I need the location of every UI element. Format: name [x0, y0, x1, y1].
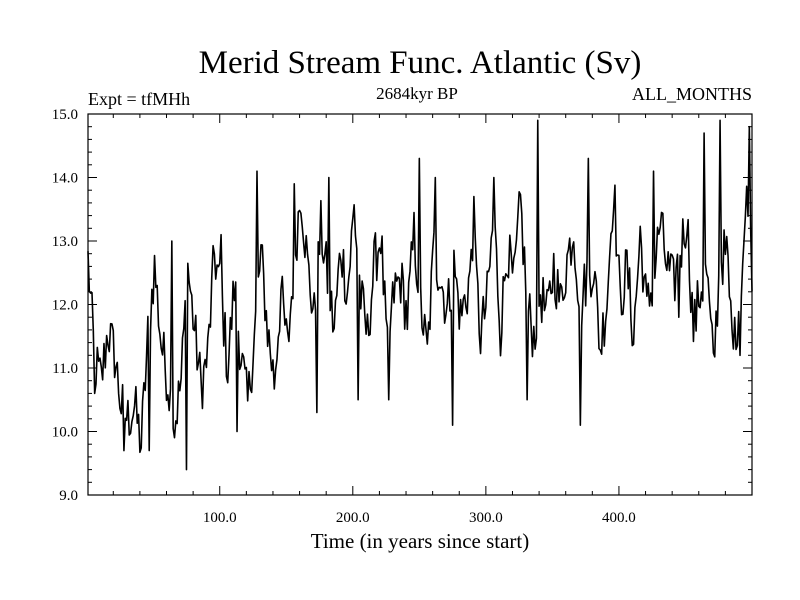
y-tick-label: 9.0	[59, 488, 78, 504]
y-tick-label: 13.0	[52, 234, 78, 250]
y-tick-label: 11.0	[52, 361, 78, 377]
tick-labels: 100.0 200.0 300.0 400.0 9.0 10.0 11.0 12.0 13.0 1…	[52, 107, 636, 526]
plot-frame	[87, 113, 753, 496]
x-axis-label: Time (in years since start)	[311, 529, 530, 553]
x-tick-label: 100.0	[203, 510, 237, 526]
series-line	[87, 119, 753, 471]
y-tick-label: 15.0	[52, 107, 78, 123]
period-label: 2684kyr BP	[376, 84, 458, 103]
y-tick-label: 14.0	[52, 171, 78, 187]
y-tick-label: 10.0	[52, 425, 78, 441]
x-tick-label: 400.0	[602, 510, 636, 526]
chart-title: Merid Stream Func. Atlantic (Sv)	[199, 45, 642, 81]
experiment-label: Expt = tfMHh	[88, 89, 190, 109]
y-tick-label: 12.0	[52, 298, 78, 314]
x-tick-label: 300.0	[469, 510, 503, 526]
x-tick-label: 200.0	[336, 510, 370, 526]
months-label: ALL_MONTHS	[632, 84, 752, 104]
